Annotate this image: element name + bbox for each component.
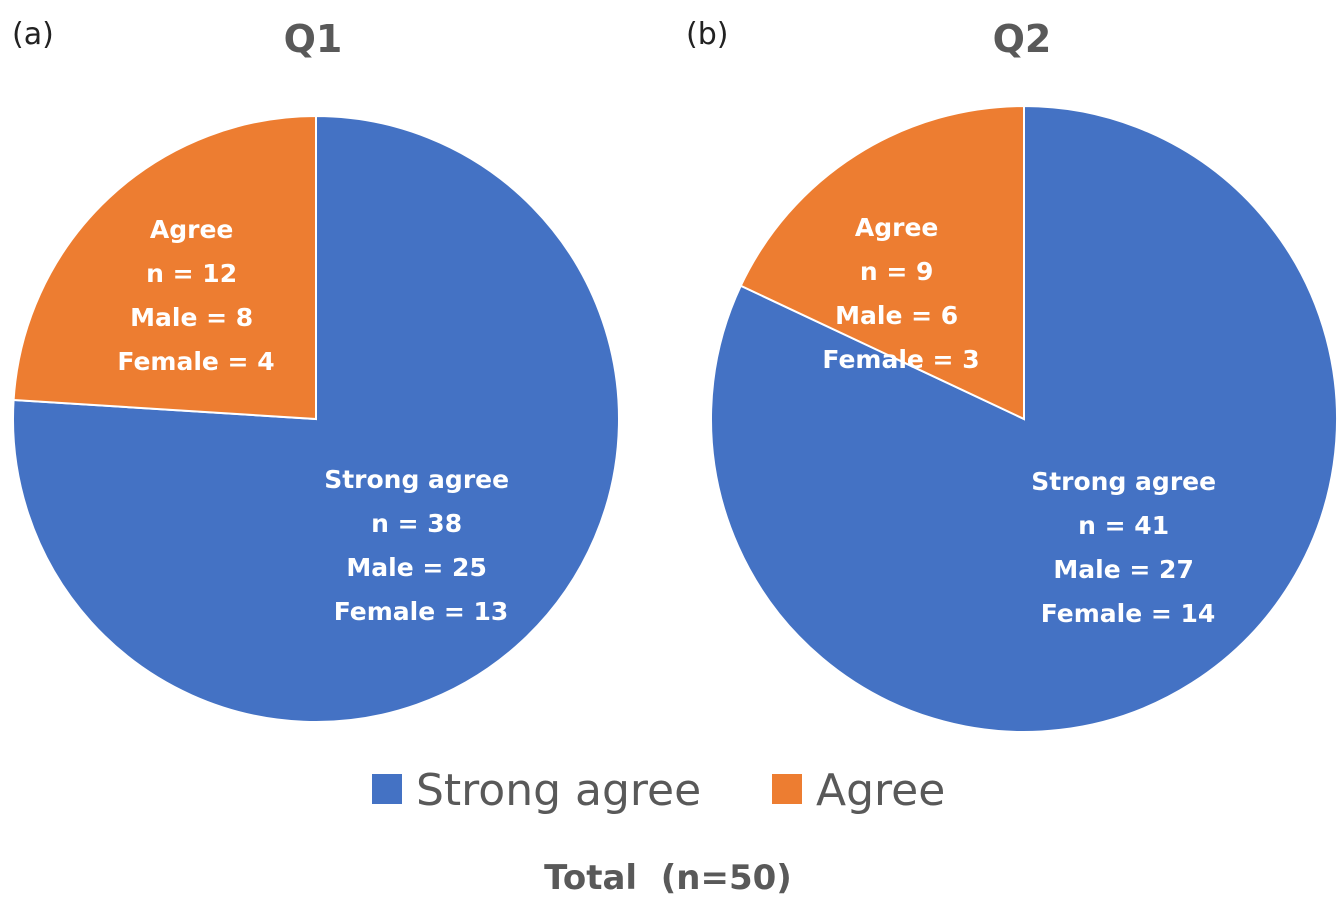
label-line: Female = 14: [1041, 599, 1216, 628]
pie-slices-q2: [710, 104, 1338, 733]
label-line: n = 41: [1078, 511, 1169, 540]
pie-chart-q2: (b) Q2 Agree n = 9 Male = 6 Female = 3 S…: [686, 17, 1338, 733]
legend-label-agree: Agree: [816, 765, 945, 816]
total-label: Total (n=50): [544, 858, 792, 898]
legend: Strong agree Agree: [372, 765, 945, 816]
label-line: Agree: [150, 215, 233, 244]
pie-slice-agree: [739, 104, 1025, 421]
label-line: Agree: [855, 213, 938, 242]
panel-label-a: (a): [12, 17, 54, 52]
slice-label-strong-agree-q1: Strong agree n = 38 Male = 25 Female = 1…: [324, 465, 518, 626]
label-line: Female = 3: [822, 345, 979, 374]
label-line: Male = 25: [346, 553, 486, 582]
pie-chart-q1: (a) Q1 Agree n = 12 Male = 8 Female = 4 …: [12, 17, 620, 723]
label-line: Male = 27: [1053, 555, 1193, 584]
label-line: Female = 13: [334, 597, 509, 626]
panel-label-b: (b): [686, 17, 728, 52]
slice-label-agree-q2: Agree n = 9 Male = 6 Female = 3: [822, 213, 979, 374]
label-line: Female = 4: [117, 347, 274, 376]
slice-label-agree-q1: Agree n = 12 Male = 8 Female = 4: [117, 215, 274, 376]
slice-label-strong-agree-q2: Strong agree n = 41 Male = 27 Female = 1…: [1031, 467, 1225, 628]
label-line: Strong agree: [324, 465, 509, 494]
legend-swatch-strong-agree: [372, 774, 402, 804]
pie-slices-q1: [12, 114, 620, 723]
legend-swatch-agree: [772, 774, 802, 804]
label-line: Male = 6: [835, 301, 958, 330]
label-line: Strong agree: [1031, 467, 1216, 496]
label-line: n = 38: [371, 509, 462, 538]
chart-title-q2: Q2: [993, 17, 1052, 61]
pie-slice-agree: [12, 114, 317, 421]
label-line: Male = 8: [130, 303, 253, 332]
chart-title-q1: Q1: [284, 17, 343, 61]
label-line: n = 12: [146, 259, 237, 288]
label-line: n = 9: [860, 257, 934, 286]
legend-label-strong-agree: Strong agree: [416, 765, 701, 816]
